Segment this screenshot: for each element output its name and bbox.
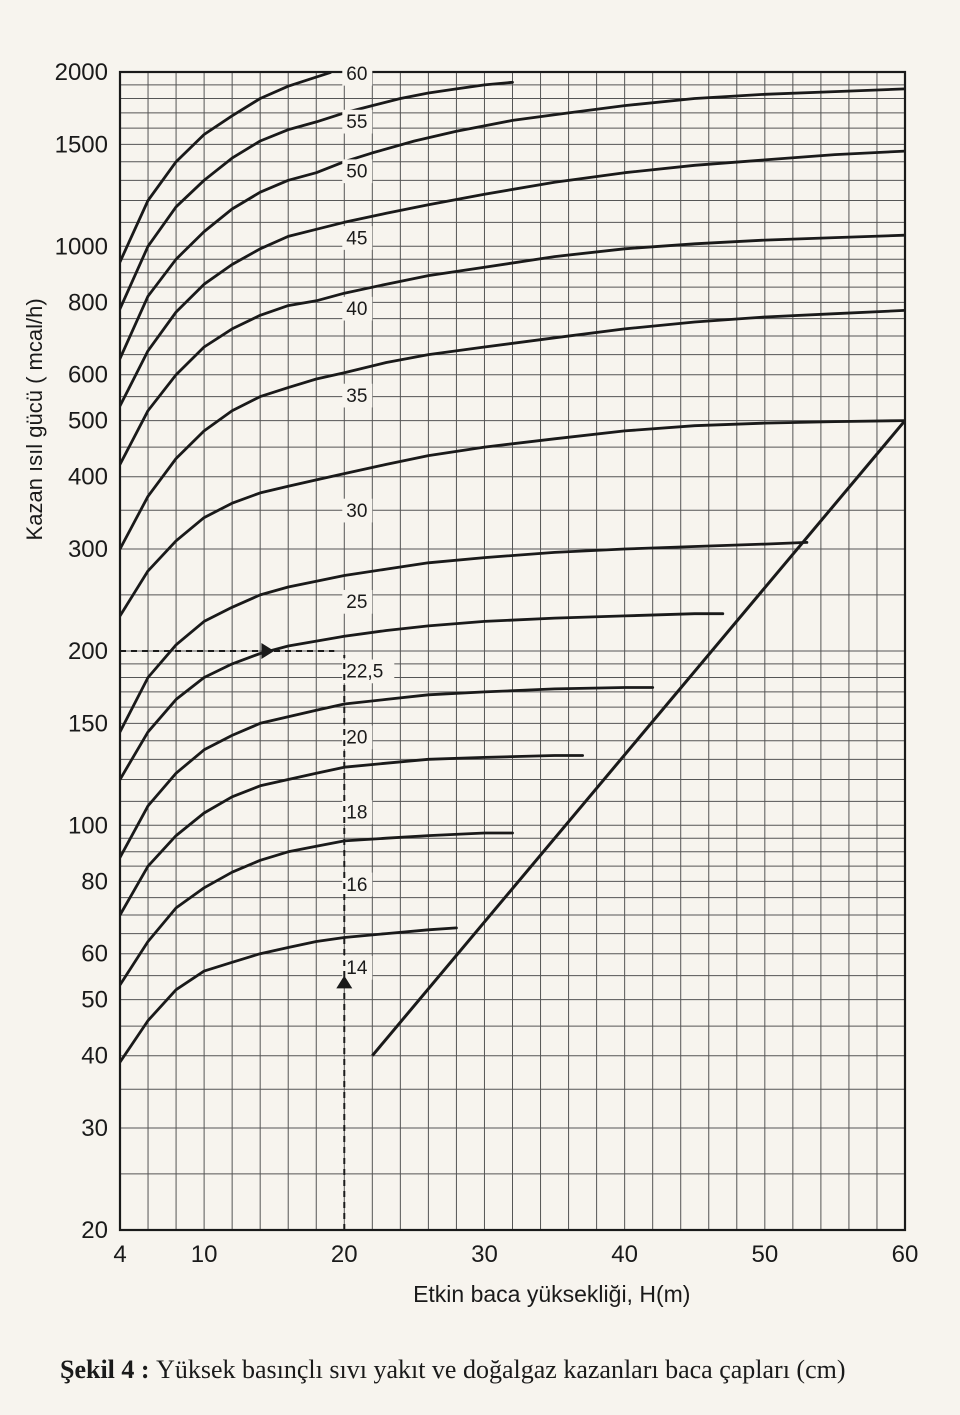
curve-label-22,5: 22,5 [346,662,383,683]
figure-caption-prefix: Şekil 4 : [60,1355,156,1384]
svg-text:50: 50 [751,1241,778,1268]
curve-label-55: 55 [346,112,367,133]
curve-label-18: 18 [346,802,367,823]
svg-text:40: 40 [611,1241,638,1268]
svg-text:1000: 1000 [55,233,108,260]
curve-label-50: 50 [346,162,367,183]
svg-text:2000: 2000 [55,59,108,86]
svg-text:80: 80 [81,868,108,895]
svg-text:20: 20 [331,1241,358,1268]
example-trace [120,643,352,1230]
svg-text:200: 200 [68,638,108,665]
curve-label-16: 16 [346,875,367,896]
x-axis-label: Etkin baca yüksekliği, H(m) [413,1281,690,1307]
svg-text:60: 60 [81,941,108,968]
svg-text:150: 150 [68,710,108,737]
curve-label-40: 40 [346,299,367,320]
boundary-line [372,421,905,1056]
svg-text:600: 600 [68,362,108,389]
svg-text:1500: 1500 [55,131,108,158]
figure-caption: Şekil 4 : Yüksek basınçlı sıvı yakıt ve … [60,1352,920,1387]
svg-text:100: 100 [68,812,108,839]
curve-label-60: 60 [346,64,367,85]
svg-text:40: 40 [81,1043,108,1070]
curve-labels: 60 55 50 45 40 35 30 25 22,5 20 18 16 14 [342,62,394,980]
y-tick-labels: 20 30 40 50 60 80 100 150 200 300 400 500 600 800 1000… [55,59,108,1244]
chart-container: 4 10 20 30 40 50 60 Etkin baca yüksekliği, H(m)… [0,0,960,1415]
svg-text:30: 30 [81,1115,108,1142]
nomograph-chart: 4 10 20 30 40 50 60 Etkin baca yüksekliği, H(m)… [0,0,960,1415]
curve-20 [120,688,653,858]
svg-text:4: 4 [113,1241,126,1268]
grid [120,72,905,1230]
curve-label-45: 45 [346,228,367,249]
curve-label-20: 20 [346,728,367,749]
y-axis-label: Kazan ısıl gücü ( mcal/h) [22,298,47,540]
curve-label-25: 25 [346,592,367,613]
svg-text:50: 50 [81,987,108,1014]
figure-caption-text: Yüksek basınçlı sıvı yakıt ve doğalgaz k… [156,1355,845,1384]
page: 4 10 20 30 40 50 60 Etkin baca yüksekliği, H(m)… [0,0,960,1415]
svg-text:30: 30 [471,1241,498,1268]
svg-text:500: 500 [68,408,108,435]
svg-text:60: 60 [892,1241,919,1268]
curve-label-14: 14 [346,958,368,979]
svg-text:20: 20 [81,1217,108,1244]
svg-text:800: 800 [68,289,108,316]
curve-label-30: 30 [346,501,367,522]
svg-text:300: 300 [68,536,108,563]
svg-text:400: 400 [68,464,108,491]
curve-25 [120,542,807,732]
x-tick-labels: 4 10 20 30 40 50 60 [113,1241,918,1268]
curve-label-35: 35 [346,386,367,407]
svg-text:10: 10 [191,1241,218,1268]
